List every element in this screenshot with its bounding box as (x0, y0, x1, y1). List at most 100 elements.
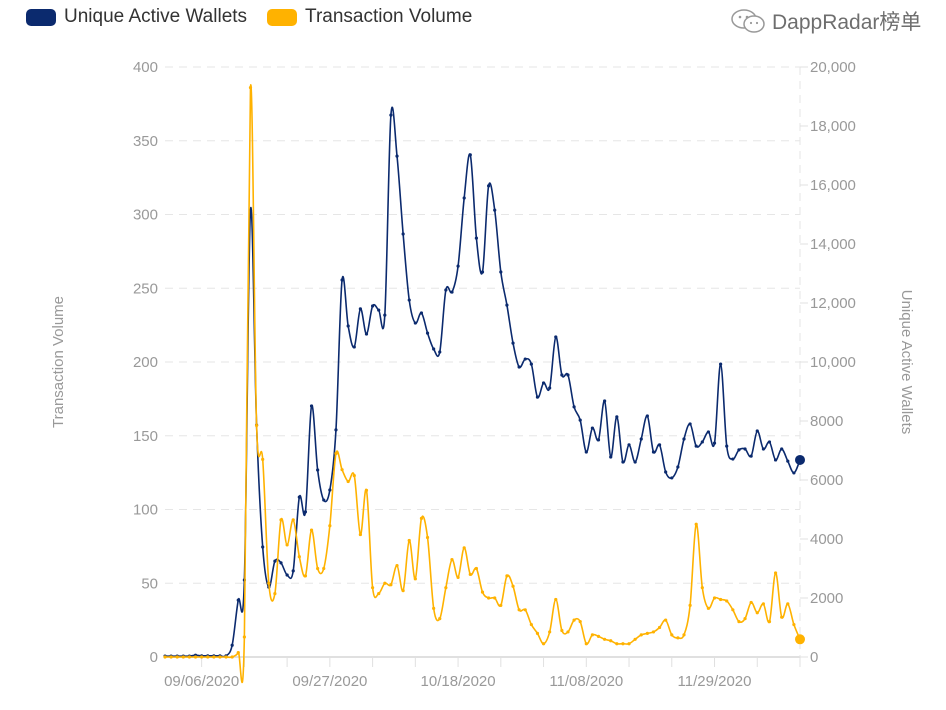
data-point (273, 559, 277, 563)
data-point (499, 603, 503, 607)
data-point (169, 655, 173, 659)
data-point (474, 566, 478, 571)
data-point (749, 454, 753, 458)
y-right-tick-label: 16,000 (810, 177, 856, 194)
data-point (474, 236, 478, 240)
data-point (334, 428, 338, 432)
data-point (322, 566, 326, 571)
data-point (743, 617, 747, 621)
data-point (688, 422, 692, 426)
data-point (468, 572, 472, 577)
data-point (767, 440, 772, 444)
data-point (340, 468, 344, 472)
data-point (639, 633, 643, 637)
data-point (731, 457, 735, 461)
y-right-tick-label: 12,000 (810, 295, 856, 312)
data-point (291, 569, 295, 573)
data-point (297, 555, 301, 559)
data-point (248, 86, 253, 90)
data-point (352, 473, 356, 478)
y-left-tick-label: 150 (133, 428, 158, 445)
data-point (517, 608, 521, 612)
data-point (303, 510, 308, 514)
data-point (358, 307, 362, 311)
data-point (621, 460, 625, 464)
data-point (535, 631, 540, 636)
data-point (529, 362, 533, 366)
data-point (786, 602, 790, 606)
data-point (450, 558, 454, 562)
x-tick-label: 09/27/2020 (292, 673, 367, 690)
y-left-tick-label: 250 (133, 280, 158, 297)
data-point (438, 350, 442, 354)
data-point (450, 290, 454, 294)
data-point (548, 386, 552, 390)
data-point (780, 615, 784, 619)
data-point (694, 522, 698, 526)
series-transaction-volume (163, 84, 805, 684)
data-point (328, 488, 332, 492)
data-point (548, 630, 552, 634)
data-point (780, 447, 784, 451)
data-point (603, 637, 607, 641)
data-point (682, 633, 686, 637)
data-point (694, 444, 698, 448)
y-right-tick-label: 18,000 (810, 118, 856, 135)
data-point (413, 577, 417, 581)
data-point (657, 625, 662, 630)
data-point (297, 495, 301, 499)
data-point (309, 528, 314, 532)
data-point (535, 395, 540, 399)
data-point (309, 404, 314, 408)
data-point (664, 470, 668, 474)
data-point (743, 447, 747, 451)
data-point (572, 618, 576, 622)
data-point (285, 543, 289, 547)
data-point (761, 447, 765, 451)
data-point (529, 622, 533, 627)
data-point (499, 270, 503, 274)
legend-swatch-wallets (26, 8, 56, 26)
data-point (389, 583, 393, 587)
data-point (584, 450, 588, 454)
data-point (554, 335, 558, 339)
data-point (462, 196, 466, 200)
y-right-tick-label: 0 (810, 649, 818, 666)
data-point (236, 650, 240, 655)
y-left-tick-label: 300 (133, 207, 158, 224)
data-point (523, 608, 527, 612)
data-point (725, 444, 729, 448)
x-tick-label: 10/18/2020 (421, 673, 496, 690)
data-point (792, 622, 796, 627)
data-point (383, 581, 387, 585)
legend-label: Transaction Volume (305, 6, 473, 27)
last-data-point (795, 634, 805, 645)
y-right-tick-label: 4000 (810, 531, 843, 548)
y-left-tick-label: 100 (133, 502, 158, 519)
y-right-axis-title: Unique Active Wallets (898, 290, 915, 435)
data-point (346, 479, 350, 484)
series-line (165, 106, 801, 658)
y-right-tick-label: 10,000 (810, 354, 856, 371)
data-point (737, 620, 741, 624)
data-point (566, 373, 570, 377)
data-point (737, 448, 741, 452)
data-point (224, 655, 228, 659)
data-point (193, 655, 198, 659)
data-point (755, 429, 759, 433)
legend-item-volume[interactable]: Transaction Volume (267, 6, 472, 28)
data-point (773, 571, 778, 575)
y-left-tick-label: 0 (150, 649, 158, 666)
data-point (316, 468, 320, 472)
data-point (609, 639, 613, 643)
data-point (651, 630, 656, 634)
legend-item-wallets[interactable]: Unique Active Wallets (26, 6, 247, 28)
data-point (377, 308, 381, 312)
legend: Unique Active Wallets Transaction Volume (26, 6, 492, 28)
data-point (633, 637, 637, 641)
data-point (670, 476, 674, 480)
data-point (590, 633, 595, 637)
data-point (572, 405, 576, 409)
data-point (676, 636, 680, 640)
data-point (615, 642, 619, 646)
